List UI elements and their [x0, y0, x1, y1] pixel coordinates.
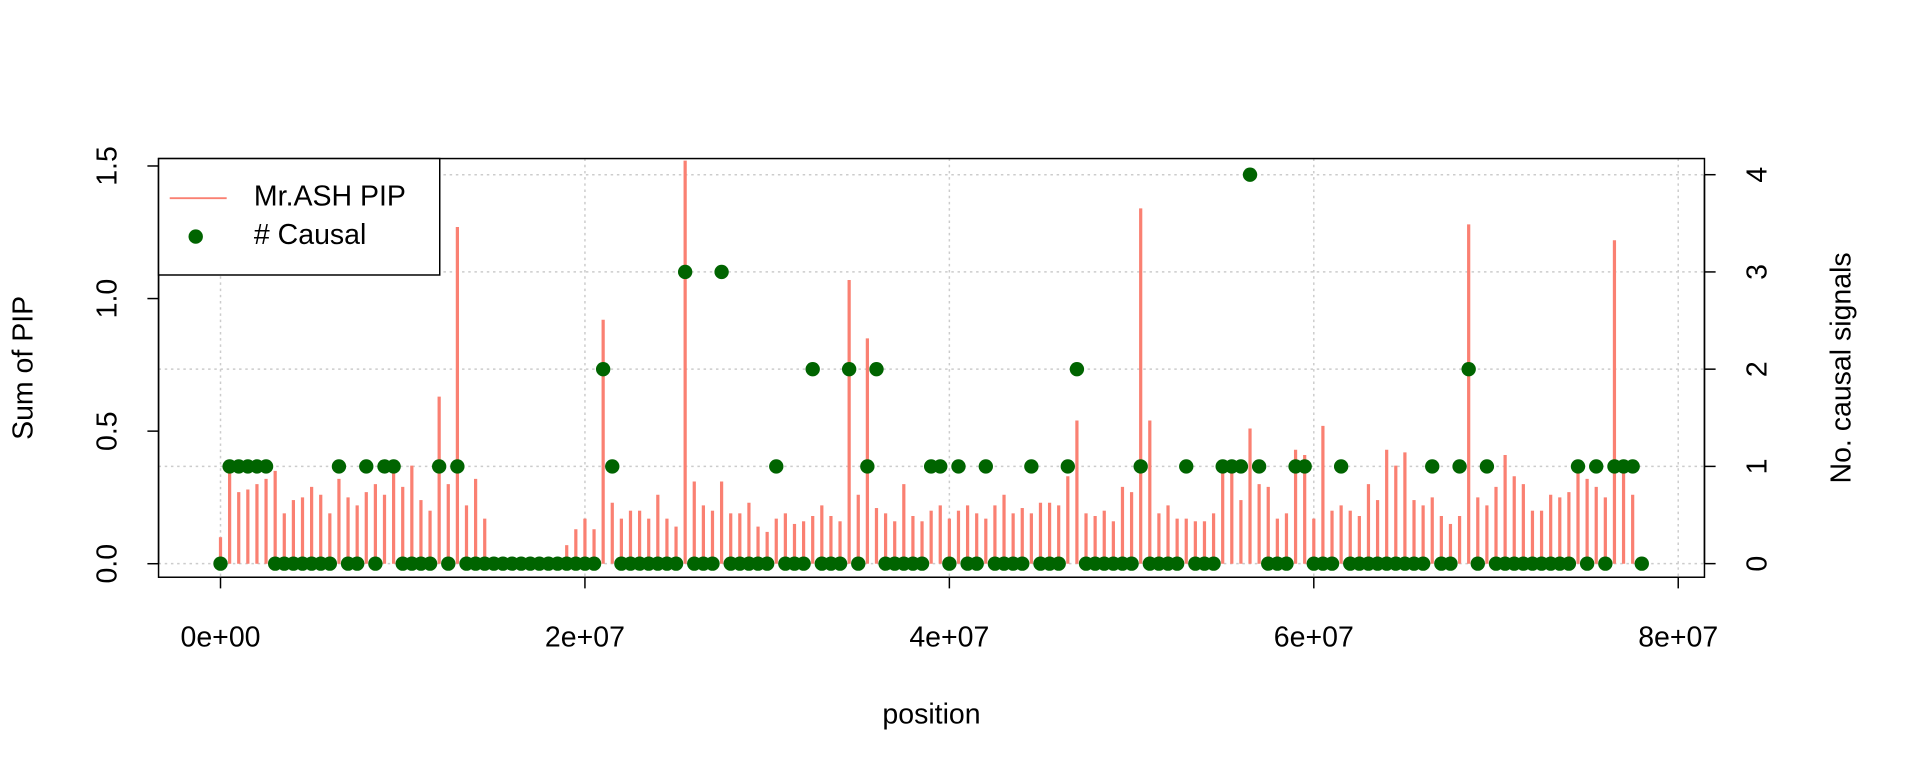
causal-point: [1015, 556, 1030, 571]
causal-point: [1060, 459, 1075, 474]
causal-point: [869, 361, 884, 377]
y-tick-label: 1.5: [92, 146, 124, 186]
causal-point: [322, 556, 338, 571]
causal-point: [1561, 556, 1577, 571]
causal-point: [1570, 459, 1586, 474]
causal-point: [942, 556, 957, 571]
causal-point: [705, 556, 720, 571]
causal-point: [832, 556, 848, 571]
causal-point: [1024, 459, 1039, 474]
causal-point: [1279, 556, 1294, 571]
plot-frame: [157, 157, 1706, 578]
x-tick-label: 0e+00: [181, 622, 261, 654]
legend-label: # Causal: [254, 219, 366, 251]
causal-point: [1124, 556, 1139, 571]
causal-point: [796, 556, 811, 571]
causal-point: [1069, 361, 1085, 377]
causal-point: [1589, 459, 1604, 474]
causal-point: [1625, 459, 1640, 474]
causal-point: [714, 264, 729, 280]
causal-point: [1452, 459, 1467, 474]
causal-point: [978, 459, 993, 474]
causal-point: [422, 556, 438, 571]
causal-point: [851, 556, 866, 571]
legend-box: [157, 157, 441, 276]
causal-point: [331, 459, 347, 474]
y2-tick-label: 2: [1741, 361, 1773, 377]
x-tick-label: 2e+07: [545, 622, 625, 654]
causal-point: [769, 459, 784, 474]
causal-point: [1579, 556, 1595, 571]
y2-axis-label: No. causal signals: [1826, 252, 1858, 483]
causal-point: [441, 556, 456, 571]
causal-point: [677, 264, 693, 280]
causal-point: [1470, 556, 1485, 571]
causal-point: [1297, 459, 1312, 474]
y2-tick-label: 1: [1741, 458, 1773, 474]
causal-point: [595, 361, 611, 377]
causal-point: [1479, 459, 1495, 474]
causal-point: [951, 459, 966, 474]
legend: Mr.ASH PIP # Causal: [157, 157, 441, 276]
causal-point: [359, 459, 374, 474]
causal-point: [386, 459, 401, 474]
causal-point: [805, 361, 820, 377]
causal-point: [1051, 556, 1066, 571]
y2-tick-label: 3: [1741, 264, 1773, 280]
causal-point: [1425, 459, 1440, 474]
causal-point: [969, 556, 984, 571]
causal-point: [1179, 459, 1194, 474]
causal-point: [1415, 556, 1431, 571]
causal-point: [368, 556, 383, 571]
causal-point: [668, 556, 684, 571]
y-axis-label: Sum of PIP: [7, 296, 39, 440]
causal-point: [1461, 361, 1476, 377]
causal-point: [1133, 459, 1148, 474]
causal-point: [1206, 556, 1221, 571]
causal-point: [1242, 167, 1258, 182]
x-tick-label: 4e+07: [909, 622, 989, 654]
causal-point: [258, 459, 274, 474]
causal-point: [1443, 556, 1458, 571]
y2-tick-label: 0: [1741, 556, 1773, 572]
causal-point: [1634, 556, 1649, 571]
legend-swatch: [188, 229, 203, 244]
x-axis-label: position: [882, 699, 980, 731]
causal-point: [841, 361, 857, 377]
causal-point: [605, 459, 620, 474]
causal-point: [213, 556, 228, 571]
x-tick-label: 6e+07: [1274, 622, 1354, 654]
causal-point: [1233, 459, 1249, 474]
y-tick-label: 1.0: [92, 279, 124, 319]
causal-point: [914, 556, 930, 571]
y-tick-label: 0.5: [92, 411, 124, 451]
causal-point: [860, 459, 875, 474]
legend-label: Mr.ASH PIP: [254, 181, 406, 213]
causal-point: [1251, 459, 1267, 474]
causal-point: [1324, 556, 1340, 571]
y-tick-label: 0.0: [92, 544, 124, 584]
causal-point: [1169, 556, 1185, 571]
causal-point: [759, 556, 775, 571]
causal-point: [349, 556, 365, 571]
causal-point: [1333, 459, 1349, 474]
causal-point: [450, 459, 465, 474]
x-tick-label: 8e+07: [1638, 622, 1718, 654]
causal-point: [1598, 556, 1613, 571]
y2-tick-label: 4: [1741, 167, 1773, 183]
causal-point: [586, 556, 602, 571]
causal-point: [431, 459, 447, 474]
causal-point: [933, 459, 948, 474]
